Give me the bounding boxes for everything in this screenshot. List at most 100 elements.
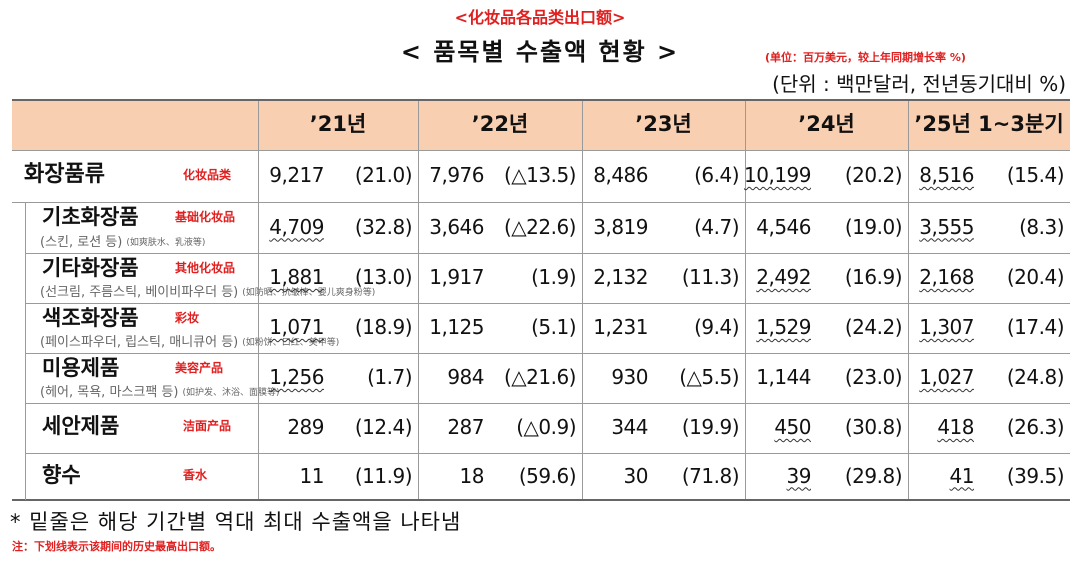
cell-change: (21.0) (354, 163, 413, 187)
column-border (745, 101, 746, 499)
row-border (25, 403, 1070, 404)
column-header: ’23년 (635, 112, 692, 136)
row-desc: (선크림, 주름스틱, 베이비파우더 등) (40, 285, 239, 300)
row-desc-cn: (如粉饼、口红、美甲等) (242, 338, 340, 348)
row-border (25, 253, 1070, 254)
cell-change: (18.9) (354, 315, 413, 339)
cell-change: (11.3) (681, 265, 740, 289)
column-border (258, 101, 259, 499)
cell-value: 3,819 (593, 214, 648, 239)
row-name-cn: 其他化妆品 (175, 261, 236, 275)
cell-value: 18 (459, 463, 485, 488)
cell-value: 2,132 (593, 265, 648, 289)
column-border (908, 101, 909, 499)
cell-change: (11.9) (354, 463, 413, 488)
cell-change: (59.6) (518, 463, 577, 488)
header-background (12, 101, 1070, 150)
cell-value: 41 (949, 463, 975, 488)
cell-change: (20.4) (1006, 265, 1065, 289)
row-desc: (스킨, 로션 등) (40, 235, 123, 250)
cell-change: (4.7) (694, 214, 739, 239)
column-header: ’22년 (471, 112, 529, 136)
footnote-cn: 注：下划线表示该期间的历史最高出口额。 (12, 540, 221, 553)
row-desc-cn: (如护发、沐浴、面膜等) (182, 388, 280, 398)
cell-value: 1,027 (919, 365, 974, 389)
row-name-cn: 美容产品 (175, 361, 224, 375)
row-name-cn: 化妆品类 (183, 168, 232, 182)
cell-change: (△22.6) (503, 214, 577, 239)
cell-value: 1,144 (756, 365, 811, 389)
cell-change: (39.5) (1006, 463, 1065, 488)
cell-change: (24.8) (1006, 365, 1065, 389)
row-name: 세안제품 (42, 414, 120, 438)
cell-value: 418 (937, 415, 974, 439)
row-name-cn: 洁面产品 (183, 419, 232, 433)
row-name: 기타화장품 (42, 256, 139, 280)
cell-value: 8,486 (593, 163, 648, 187)
table-top-border (12, 99, 1070, 101)
column-header: ’24년 (798, 112, 855, 136)
cell-change: (29.8) (844, 463, 903, 488)
cell-value: 3,646 (429, 214, 484, 239)
cell-value: 10,199 (744, 163, 811, 187)
footnote: * 밑줄은 해당 기간별 역대 최대 수출액을 나타냄 (10, 510, 462, 534)
cell-value: 287 (447, 415, 484, 439)
cell-value: 9,217 (269, 163, 324, 187)
column-header: ’25년 1~3분기 (914, 112, 1064, 136)
row-border (25, 453, 1070, 454)
cell-value: 984 (447, 365, 484, 389)
cell-change: (17.4) (1006, 315, 1065, 339)
cell-value: 1,307 (919, 315, 974, 339)
cell-change: (9.4) (694, 315, 739, 339)
cell-value: 450 (774, 415, 811, 439)
cell-value: 1,256 (269, 365, 324, 389)
row-border (25, 303, 1070, 304)
cell-change: (19.0) (844, 214, 903, 239)
cell-change: (19.9) (681, 415, 740, 439)
cell-value: 1,529 (756, 315, 811, 339)
cell-change: (12.4) (354, 415, 413, 439)
cell-value: 2,168 (919, 265, 974, 289)
row-border (12, 202, 1070, 203)
cell-value: 1,881 (269, 265, 324, 289)
cell-value: 11 (299, 463, 325, 488)
cell-value: 930 (611, 365, 648, 389)
cell-value: 1,125 (429, 315, 484, 339)
table-bottom-border (12, 499, 1070, 501)
row-name: 향수 (42, 462, 81, 487)
cell-value: 8,516 (919, 163, 974, 187)
row-name: 색조화장품 (42, 306, 139, 330)
row-name-cn: 基础化妆品 (175, 210, 236, 224)
cell-value: 4,546 (756, 214, 811, 239)
cell-change: (15.4) (1006, 163, 1065, 187)
row-border (25, 353, 1070, 354)
title: < 품목별 수출액 현황 > (400, 38, 680, 66)
cell-change: (5.1) (531, 315, 576, 339)
title-cn: <化妆品各品类出口额> (454, 8, 626, 27)
cell-change: (30.8) (844, 415, 903, 439)
cell-change: (16.9) (844, 265, 903, 289)
cell-value: 2,492 (756, 265, 811, 289)
cell-change: (24.2) (844, 315, 903, 339)
cell-change: (△13.5) (503, 163, 577, 187)
cell-change: (71.8) (681, 463, 740, 488)
cell-change: (△21.6) (503, 365, 577, 389)
cell-value: 7,976 (429, 163, 484, 187)
cell-change: (1.7) (367, 365, 412, 389)
unit-cn: (单位：百万美元，较上年同期增长率 %) (765, 51, 966, 64)
column-header: ’21년 (309, 112, 367, 136)
cell-change: (13.0) (354, 265, 413, 289)
unit: (단위 : 백만달러, 전년동기대비 %) (772, 72, 1066, 96)
cell-change: (△0.9) (516, 415, 576, 439)
row-desc-cn: (如爽肤水、乳液等) (126, 238, 206, 248)
cell-value: 1,071 (269, 315, 324, 339)
cell-change: (6.4) (694, 163, 739, 187)
row-desc-cn: (如防晒、抗皱棒、婴儿爽身粉等) (242, 288, 376, 298)
row-name-cn: 彩妆 (175, 311, 200, 325)
cell-value: 3,555 (919, 214, 974, 239)
cell-value: 344 (611, 415, 648, 439)
row-name: 기초화장품 (42, 205, 139, 229)
row-name: 화장품류 (24, 162, 105, 187)
cell-value: 1,917 (429, 265, 484, 289)
